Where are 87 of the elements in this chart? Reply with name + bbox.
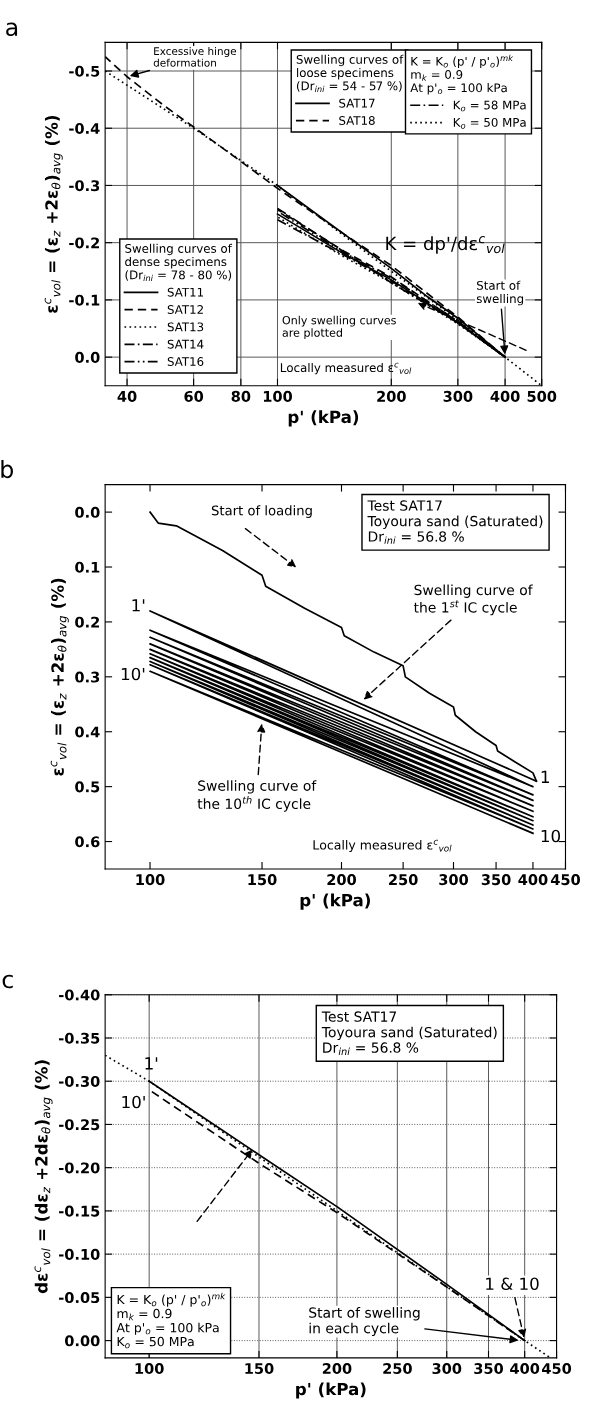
legend-label: SAT13: [167, 322, 204, 332]
x-axis-title: p' (kPa): [300, 893, 370, 910]
text: ε$^{c}$$_{vol}$ = (ε$_{z}$ +2ε$_{θ}$)$_{avg}$ (%): [44, 115, 63, 313]
text: Swelling curves of dense specimens (Dr$_{ini}$ = 78 - 80 %): [125, 243, 233, 282]
x-tick-label: 300: [432, 1363, 462, 1375]
legend-label: K$_{o}$ = 58 MPa: [453, 100, 526, 112]
y-tick-label: 0.00: [64, 1335, 100, 1347]
y-tick-label: 0.4: [75, 726, 100, 738]
y-tick-label: -0.30: [59, 1075, 100, 1087]
annotation: Only swelling curves are plotted: [282, 315, 396, 339]
annotation: Test SAT17 Toyoura sand (Saturated) Dr$_{ini}$ = 56.8 %: [321, 1011, 497, 1055]
annotation: 10': [122, 1095, 145, 1109]
legend-label: K$_{o}$ = 50 MPa: [453, 117, 526, 129]
annotation: Swelling curve of the 10$^{th}$ IC cycle: [197, 780, 317, 812]
x-tick-label: 450: [550, 874, 581, 886]
x-tick-label: 200: [322, 1363, 352, 1375]
y-tick-label: 0.3: [75, 671, 100, 683]
annotation: Locally measured ε$^{c}$$_{vol}$: [313, 839, 452, 853]
annotation: Locally measured ε$^{c}$$_{vol}$: [280, 362, 412, 375]
y-tick-label: -0.35: [59, 1032, 100, 1044]
x-tick-label: 250: [383, 1363, 412, 1375]
x-tick-label: 200: [327, 874, 357, 886]
legend-label: SAT11: [167, 287, 204, 297]
annotation: 1': [132, 599, 145, 612]
x-tick-label: 200: [377, 390, 406, 402]
annotation: Excessive hinge deformation: [153, 46, 237, 67]
y-tick-label: -0.05: [59, 1292, 100, 1304]
x-tick-label: 100: [136, 874, 165, 886]
y-tick-label: -0.4: [69, 122, 100, 134]
x-tick-label: 150: [245, 1363, 274, 1375]
y-tick-label: 0.0: [75, 506, 100, 518]
annotation: 10: [541, 829, 560, 843]
x-tick-label: 450: [542, 1363, 572, 1375]
legend-label: SAT14: [167, 339, 204, 349]
x-tick-label: 350: [481, 874, 511, 886]
text: K = K$_{o}$ (p' / p'$_{o}$)$^{mk}$ m$_{k}$ = 0.9 At p'$_{o}$ = 100 kPa: [410, 54, 514, 95]
x-tick-label: 150: [248, 874, 277, 886]
x-tick-label: 400: [490, 390, 520, 402]
x-tick-label: 100: [263, 390, 293, 402]
legend-label: SAT16: [167, 357, 204, 366]
x-axis-title: p' (kPa): [296, 1382, 366, 1399]
x-tick-label: 80: [231, 390, 251, 402]
y-tick-label: -0.1: [69, 294, 100, 306]
y-tick-label: -0.2: [69, 237, 100, 249]
x-tick-label: 400: [510, 1363, 540, 1375]
annotation: 1: [541, 770, 549, 783]
y-tick-label: 0.2: [75, 616, 100, 628]
x-axis-title: p' (kPa): [288, 410, 359, 427]
x-tick-label: 250: [389, 874, 418, 886]
x-tick-label: 60: [184, 390, 204, 402]
text: dε$^{c}$$_{vol}$ = (dε$_{z}$ +2dε$_{θ}$)$_{avg}$ (%): [34, 1060, 53, 1294]
x-tick-label: 300: [443, 390, 473, 402]
legend-label: SAT17: [339, 98, 375, 108]
x-tick-label: 40: [117, 390, 137, 402]
annotation: Start of loading: [211, 505, 312, 518]
y-tick-label: -0.5: [69, 65, 100, 77]
annotation: 1 & 10: [486, 1277, 539, 1291]
x-tick-label: 300: [439, 874, 469, 886]
text: ε$^{c}$$_{vol}$ = (ε$_{z}$ +2ε$_{θ}$)$_{avg}$ (%): [50, 578, 69, 776]
text: K = K$_{o}$ (p' / p'$_{o}$)$^{mk}$ m$_{k}$ = 0.9 At p'$_{o}$ = 100 kPa K$_{o}$ = 50 MPa: [116, 1292, 226, 1349]
annotation: 10': [121, 667, 145, 681]
y-tick-label: 0.5: [75, 781, 100, 793]
legend-label: SAT12: [167, 305, 203, 314]
y-tick-label: -0.15: [59, 1205, 100, 1217]
x-tick-label: 400: [518, 874, 548, 886]
y-tick-label: -0.40: [59, 989, 100, 1001]
annotation: Test SAT17 Toyoura sand (Saturated) Dr$_{ini}$ = 56.8 %: [367, 500, 543, 544]
annotation: K = dp'/dε$^{c}$$_{vol}$: [386, 236, 505, 254]
x-tick-label: 100: [135, 1363, 164, 1375]
y-tick-label: -0.20: [59, 1162, 100, 1174]
annotation: Start of swelling: [476, 280, 524, 306]
chart-title: b: [1, 459, 13, 479]
legend-label: SAT18: [339, 116, 375, 125]
y-tick-label: -0.3: [69, 180, 100, 192]
chart-title: c: [2, 974, 13, 989]
y-tick-label: 0.6: [75, 836, 100, 848]
x-tick-label: 500: [527, 390, 557, 402]
chart-title: a: [6, 22, 18, 37]
y-tick-label: -0.25: [59, 1119, 100, 1131]
annotation: Start of swelling in each cycle: [309, 1307, 420, 1337]
annotation: 1': [145, 1057, 158, 1070]
y-tick-label: -0.10: [59, 1248, 100, 1260]
y-tick-label: 0.1: [75, 561, 100, 573]
text: Swelling curves of loose specimens (Dr$_{ini}$ = 54 - 57 %): [296, 54, 404, 93]
x-tick-label: 350: [474, 1363, 504, 1375]
annotation: Swelling curve of the 1$^{st}$ IC cycle: [413, 584, 533, 616]
y-tick-label: 0.0: [75, 351, 100, 363]
